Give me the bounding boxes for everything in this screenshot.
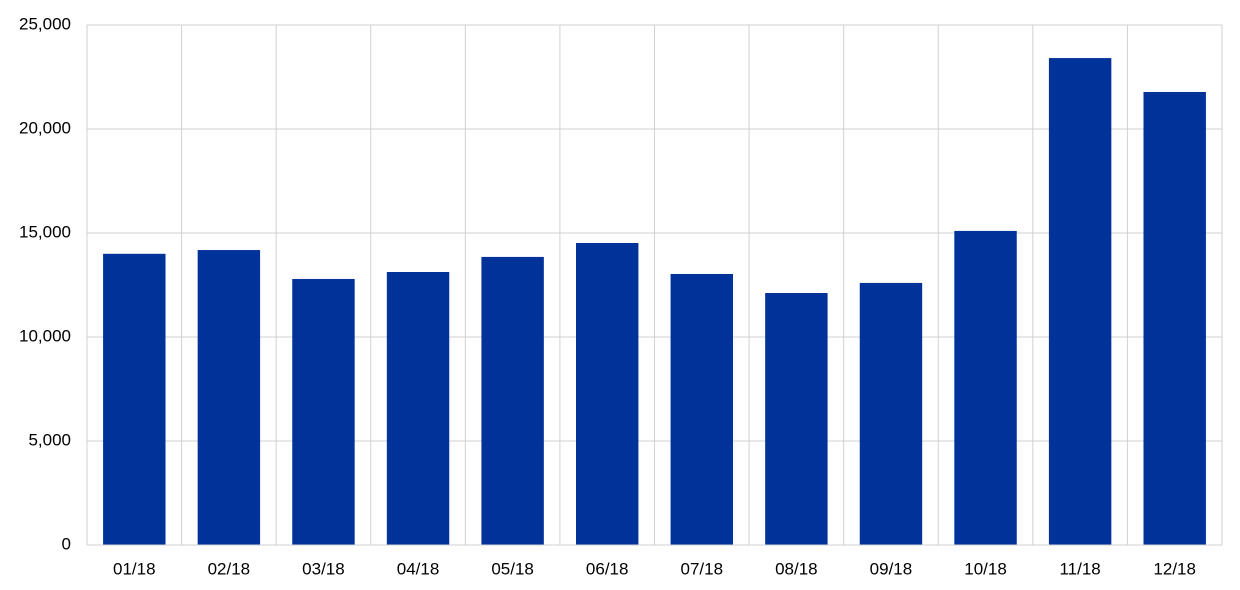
x-tick-label: 07/18 bbox=[681, 559, 724, 578]
x-tick-label: 11/18 bbox=[1059, 559, 1100, 578]
bar bbox=[859, 282, 923, 545]
y-tick-label: 15,000 bbox=[19, 222, 71, 241]
bar bbox=[954, 230, 1017, 546]
x-tick-label: 03/18 bbox=[302, 559, 345, 578]
x-tick-label: 02/18 bbox=[208, 559, 251, 578]
bar bbox=[575, 242, 639, 545]
bar bbox=[292, 278, 355, 545]
x-tick-label: 06/18 bbox=[586, 559, 629, 578]
y-tick-label: 5,000 bbox=[28, 430, 71, 449]
bar bbox=[386, 272, 450, 545]
y-tick-label: 20,000 bbox=[19, 118, 71, 137]
bar bbox=[197, 250, 261, 545]
y-tick-label: 0 bbox=[62, 534, 71, 553]
bar bbox=[1143, 91, 1206, 545]
bar bbox=[765, 293, 828, 545]
x-tick-label: 08/18 bbox=[775, 559, 818, 578]
bar bbox=[103, 253, 166, 546]
x-tick-label: 10/18 bbox=[964, 559, 1007, 578]
y-tick-label: 10,000 bbox=[19, 326, 71, 345]
bar bbox=[481, 256, 544, 545]
x-tick-label: 01/18 bbox=[113, 559, 156, 578]
x-tick-label: 05/18 bbox=[491, 559, 534, 578]
bar bbox=[1048, 58, 1112, 546]
bar bbox=[670, 273, 734, 545]
y-tick-label: 25,000 bbox=[19, 14, 71, 33]
x-tick-label: 09/18 bbox=[870, 559, 913, 578]
x-tick-label: 04/18 bbox=[397, 559, 440, 578]
x-tick-label: 12/18 bbox=[1153, 559, 1196, 578]
